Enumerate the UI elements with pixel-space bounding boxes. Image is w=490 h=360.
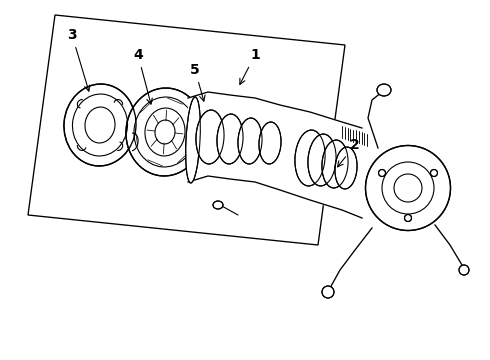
Text: 4: 4 [133, 48, 152, 104]
Ellipse shape [186, 97, 200, 183]
Ellipse shape [308, 134, 336, 186]
Ellipse shape [377, 84, 391, 96]
Ellipse shape [213, 201, 223, 209]
Ellipse shape [335, 147, 357, 189]
Ellipse shape [196, 110, 224, 164]
Ellipse shape [431, 170, 438, 176]
Ellipse shape [217, 114, 243, 164]
Ellipse shape [295, 130, 325, 186]
Ellipse shape [322, 140, 348, 188]
Ellipse shape [322, 286, 334, 298]
Ellipse shape [366, 145, 450, 230]
Ellipse shape [126, 88, 204, 176]
Ellipse shape [64, 84, 136, 166]
Text: 1: 1 [240, 48, 260, 85]
Text: 3: 3 [67, 28, 90, 91]
Ellipse shape [378, 170, 386, 176]
Text: 2: 2 [338, 138, 360, 167]
Ellipse shape [405, 215, 412, 221]
Text: 5: 5 [190, 63, 205, 101]
Ellipse shape [259, 122, 281, 164]
Ellipse shape [459, 265, 469, 275]
Ellipse shape [238, 118, 262, 164]
